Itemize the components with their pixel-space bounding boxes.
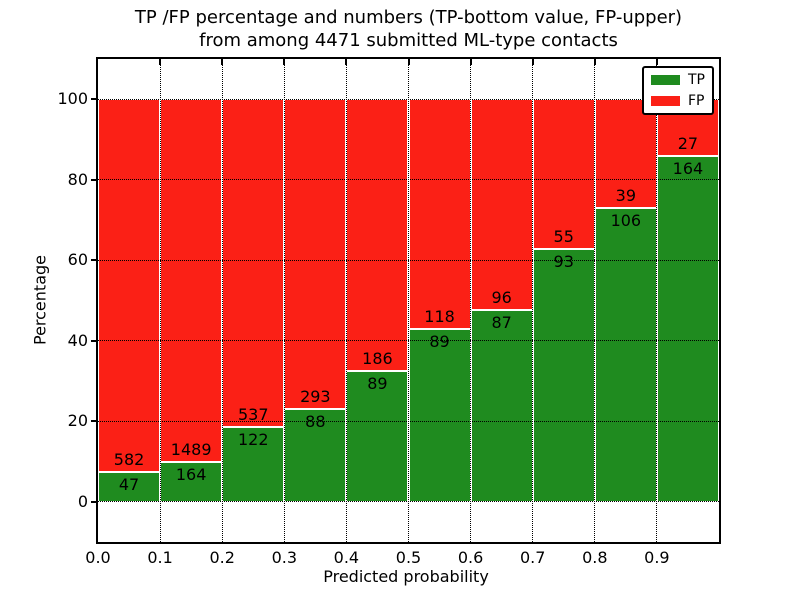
y-tick-label: 60 bbox=[67, 250, 88, 270]
bar-tp-segment bbox=[532, 248, 595, 502]
legend-entry-fp: FP bbox=[651, 94, 705, 108]
bar-fp-segment bbox=[98, 99, 161, 472]
gridline-vertical bbox=[532, 59, 534, 542]
gridline-vertical bbox=[594, 59, 596, 542]
fp-count-label: 186 bbox=[362, 349, 393, 369]
x-tick-label: 0.9 bbox=[644, 548, 670, 567]
fp-count-label: 582 bbox=[113, 449, 145, 469]
legend-label-fp: FP bbox=[688, 93, 705, 109]
gridline-vertical bbox=[159, 59, 161, 542]
x-tick-label: 0.4 bbox=[333, 548, 360, 567]
x-tick-label: 0.2 bbox=[209, 548, 235, 567]
bar-fp-segment bbox=[594, 99, 657, 208]
tp-count-label: 88 bbox=[305, 411, 326, 431]
fp-count-label: 55 bbox=[553, 226, 574, 246]
bar-tp-segment bbox=[594, 207, 657, 502]
fp-count-label: 39 bbox=[615, 185, 637, 205]
x-axis-tick-top bbox=[345, 59, 348, 65]
tp-count-label: 164 bbox=[672, 159, 704, 179]
y-axis-tick bbox=[91, 500, 97, 503]
chart-title-line1: TP /FP percentage and numbers (TP-bottom… bbox=[134, 7, 683, 28]
y-tick-label: 40 bbox=[67, 330, 88, 350]
x-axis-tick-top bbox=[593, 59, 596, 65]
x-tick-label: 0.8 bbox=[582, 548, 608, 567]
tp-count-label: 93 bbox=[553, 251, 574, 271]
x-axis-tick-top bbox=[283, 59, 286, 65]
x-tick-label: 0.6 bbox=[457, 548, 484, 567]
gridline-vertical bbox=[345, 59, 347, 542]
y-tick-label: 100 bbox=[57, 89, 88, 109]
fp-count-label: 96 bbox=[491, 288, 512, 308]
legend: TP FP bbox=[642, 66, 714, 115]
bar-tp-segment bbox=[98, 471, 161, 502]
gridline-vertical bbox=[408, 59, 409, 542]
tp-count-label: 87 bbox=[491, 313, 512, 333]
x-tick-label: 0.1 bbox=[147, 548, 173, 567]
bar-tp-segment bbox=[408, 328, 471, 502]
chart-title-line2: from among 4471 submitted ML-type contac… bbox=[199, 30, 618, 51]
bar-fp-segment bbox=[532, 99, 595, 249]
tp-count-label: 47 bbox=[118, 474, 140, 494]
x-tick-label: 0.7 bbox=[519, 548, 546, 567]
y-axis-label: Percentage bbox=[30, 254, 50, 346]
bar-tp-segment bbox=[222, 427, 285, 502]
bar-fp-segment bbox=[346, 99, 409, 372]
x-axis-tick-top bbox=[655, 59, 658, 65]
tp-count-label: 89 bbox=[367, 374, 388, 394]
fp-count-label: 27 bbox=[677, 134, 699, 154]
x-axis-label: Predicted probability bbox=[323, 567, 489, 586]
gridline-vertical bbox=[470, 59, 472, 542]
x-axis-tick-top bbox=[407, 59, 410, 65]
fp-count-label: 293 bbox=[300, 386, 331, 406]
x-axis-tick-top bbox=[221, 59, 224, 65]
y-axis-tick bbox=[91, 98, 97, 101]
bar-tp-segment bbox=[160, 461, 223, 502]
y-tick-label: 0 bbox=[77, 491, 88, 511]
bar-fp-segment bbox=[408, 99, 471, 329]
legend-swatch-tp bbox=[651, 75, 680, 85]
bar-fp-segment bbox=[222, 99, 285, 428]
y-tick-label: 20 bbox=[67, 411, 88, 431]
tp-count-label: 89 bbox=[429, 331, 450, 351]
bar-fp-segment bbox=[284, 99, 347, 409]
tp-count-label: 164 bbox=[175, 464, 207, 484]
bar-fp-segment bbox=[160, 99, 223, 462]
plot-area: TP FP 582 47 1489 164 537 122 293 88 186 89 118 89 9… bbox=[57, 57, 721, 567]
gridline-vertical bbox=[656, 59, 658, 542]
x-axis-tick-top bbox=[159, 59, 162, 65]
gridline-vertical bbox=[221, 59, 223, 542]
y-axis-tick bbox=[91, 339, 97, 342]
bar-tp-segment bbox=[470, 310, 533, 502]
legend-entry-tp: TP bbox=[651, 73, 705, 87]
y-axis-tick bbox=[91, 420, 97, 423]
gridline-vertical bbox=[283, 59, 285, 542]
x-tick-label: 0.5 bbox=[395, 548, 422, 567]
legend-swatch-fp bbox=[651, 96, 680, 106]
y-tick-label: 80 bbox=[67, 169, 88, 189]
x-axis-tick-top bbox=[469, 59, 472, 65]
x-tick-label: 0.3 bbox=[271, 548, 298, 567]
legend-label-tp: TP bbox=[688, 72, 705, 88]
bar-tp-segment bbox=[346, 371, 409, 502]
bar-tp-segment bbox=[284, 408, 347, 502]
fp-count-label: 118 bbox=[424, 306, 455, 326]
tp-count-label: 106 bbox=[610, 210, 642, 230]
bar-tp-segment bbox=[656, 156, 719, 502]
tp-count-label: 122 bbox=[237, 430, 269, 450]
fp-count-label: 1489 bbox=[170, 439, 212, 459]
x-tick-label: 0.0 bbox=[85, 548, 111, 567]
fp-count-label: 537 bbox=[237, 405, 269, 425]
chart-title: TP /FP percentage and numbers (TP-bottom… bbox=[96, 6, 721, 52]
bar-fp-segment bbox=[470, 99, 533, 311]
x-axis-tick-top bbox=[531, 59, 534, 65]
y-axis-tick bbox=[91, 259, 97, 262]
y-axis-tick bbox=[91, 178, 97, 181]
